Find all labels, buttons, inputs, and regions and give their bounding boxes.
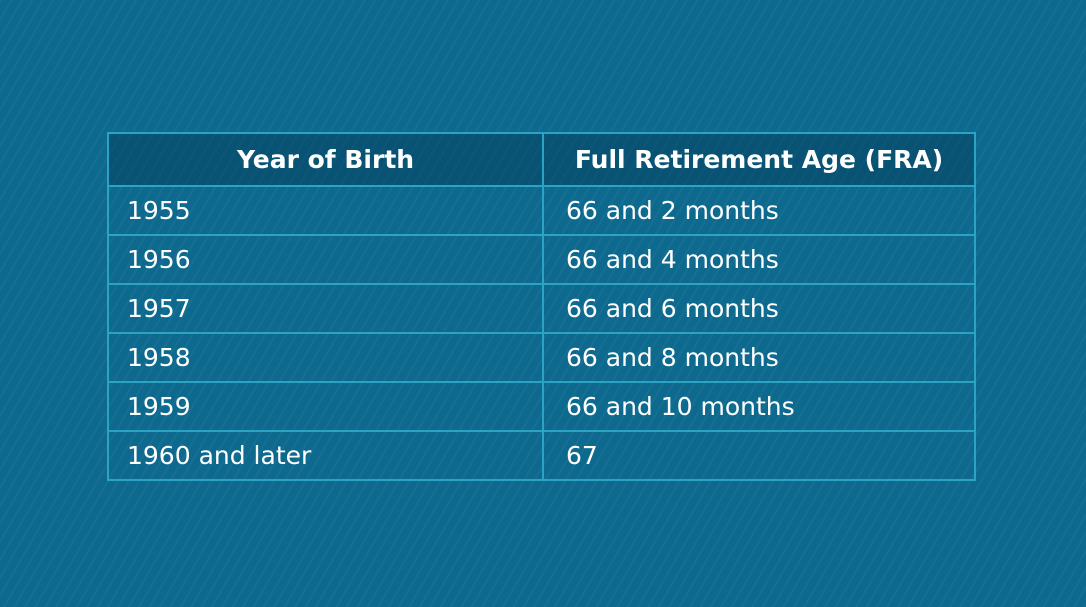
table-cell: 1956 bbox=[107, 234, 544, 285]
table-body: 1955 66 and 2 months 1956 66 and 4 months 19… bbox=[107, 185, 976, 481]
table-row: 1955 66 and 2 months bbox=[107, 185, 976, 236]
table-cell: 66 and 2 months bbox=[542, 185, 976, 236]
table-cell: 67 bbox=[542, 430, 976, 481]
table-cell: 66 and 8 months bbox=[542, 332, 976, 383]
header-cell: Full Retirement Age (FRA) bbox=[542, 132, 976, 187]
table-cell: 1960 and later bbox=[107, 430, 544, 481]
table-cell: 66 and 10 months bbox=[542, 381, 976, 432]
table-row: 1957 66 and 6 months bbox=[107, 283, 976, 334]
table-row: 1958 66 and 8 months bbox=[107, 332, 976, 383]
table-cell: 1959 bbox=[107, 381, 544, 432]
table-row: 1960 and later 67 bbox=[107, 430, 976, 481]
table-row: 1956 66 and 4 months bbox=[107, 234, 976, 285]
header-cell: Year of Birth bbox=[107, 132, 544, 187]
header-row: Year of Birth Full Retirement Age (FRA) bbox=[107, 132, 976, 187]
table-cell: 1955 bbox=[107, 185, 544, 236]
table-cell: 1958 bbox=[107, 332, 544, 383]
table-cell: 1957 bbox=[107, 283, 544, 334]
table-row: 1959 66 and 10 months bbox=[107, 381, 976, 432]
fra-table: Year of Birth Full Retirement Age (FRA) 1… bbox=[107, 132, 976, 481]
table-cell: 66 and 4 months bbox=[542, 234, 976, 285]
table-cell: 66 and 6 months bbox=[542, 283, 976, 334]
